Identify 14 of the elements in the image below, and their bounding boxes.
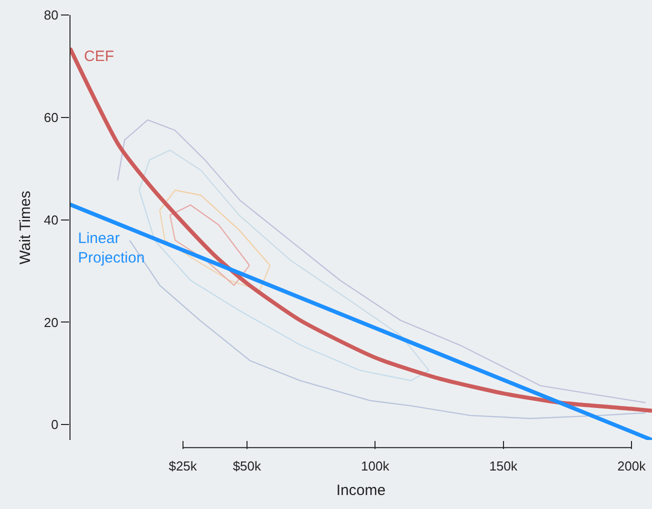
x-tick-label: $50k	[232, 458, 262, 474]
y-tick-label: 20	[44, 314, 58, 330]
series-label: Linear Projection	[78, 230, 145, 266]
y-axis-title: Wait Times	[17, 190, 34, 264]
y-tick-label: 80	[44, 8, 58, 23]
x-tick-label: 100k	[361, 458, 390, 474]
y-tick-label: 40	[44, 212, 58, 228]
x-tick-label: $25k	[168, 458, 198, 474]
y-tick-label: 60	[44, 110, 58, 125]
x-tick-label: 200k	[617, 458, 646, 474]
x-tick-label: 150k	[489, 458, 518, 474]
series-label: CEF	[84, 48, 114, 65]
y-tick-label: 0	[51, 417, 58, 432]
x-axis-title: Income	[336, 482, 386, 499]
